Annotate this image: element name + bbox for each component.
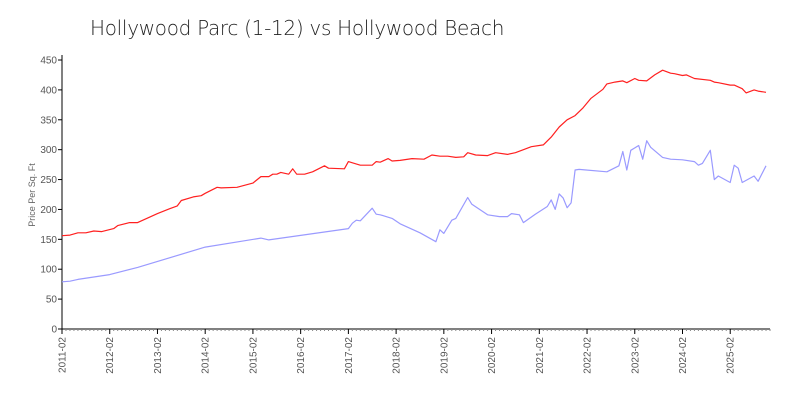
y-tick-label: 350 (40, 115, 57, 126)
y-tick-label: 100 (40, 265, 57, 276)
y-tick-label: 400 (40, 85, 57, 96)
x-tick-label: 2011-02 (58, 337, 69, 373)
x-tick-label: 2018-02 (392, 337, 403, 374)
y-tick-label: 50 (46, 295, 58, 306)
y-tick-label: 0 (51, 325, 57, 336)
y-axis-label: Price Per Sq. Ft (27, 163, 37, 227)
x-tick-label: 2013-02 (153, 337, 164, 374)
series-lines (61, 69, 767, 283)
x-tick-label: 2022-02 (583, 337, 594, 374)
x-tick-label: 2016-02 (296, 337, 307, 374)
x-tick-label: 2017-02 (344, 337, 355, 374)
x-tick-label: 2015-02 (248, 337, 259, 374)
y-tick-label: 300 (40, 145, 57, 156)
chart-title: Hollywood Parc (1-12) vs Hollywood Beach (90, 16, 505, 40)
series-line-1 (61, 69, 767, 237)
x-tick-label: 2023-02 (630, 337, 641, 374)
x-tick-label: 2012-02 (105, 337, 116, 374)
y-tick-label: 150 (40, 235, 57, 246)
x-tick-label: 2024-02 (678, 337, 689, 374)
x-tick-label: 2014-02 (201, 337, 212, 374)
x-tick-label: 2020-02 (487, 337, 498, 374)
y-tick-label: 200 (40, 205, 57, 216)
y-tick-label: 250 (40, 175, 57, 186)
x-tick-label: 2021-02 (535, 337, 546, 374)
x-tick-label: 2019-02 (439, 337, 450, 374)
x-tick-label: 2025-02 (726, 337, 737, 374)
axes: 0 50 100 150 200 250 300 350 400 450 2011-02 2012-0… (40, 55, 771, 374)
y-tick-label: 450 (40, 56, 57, 67)
series-line-2 (61, 140, 767, 283)
